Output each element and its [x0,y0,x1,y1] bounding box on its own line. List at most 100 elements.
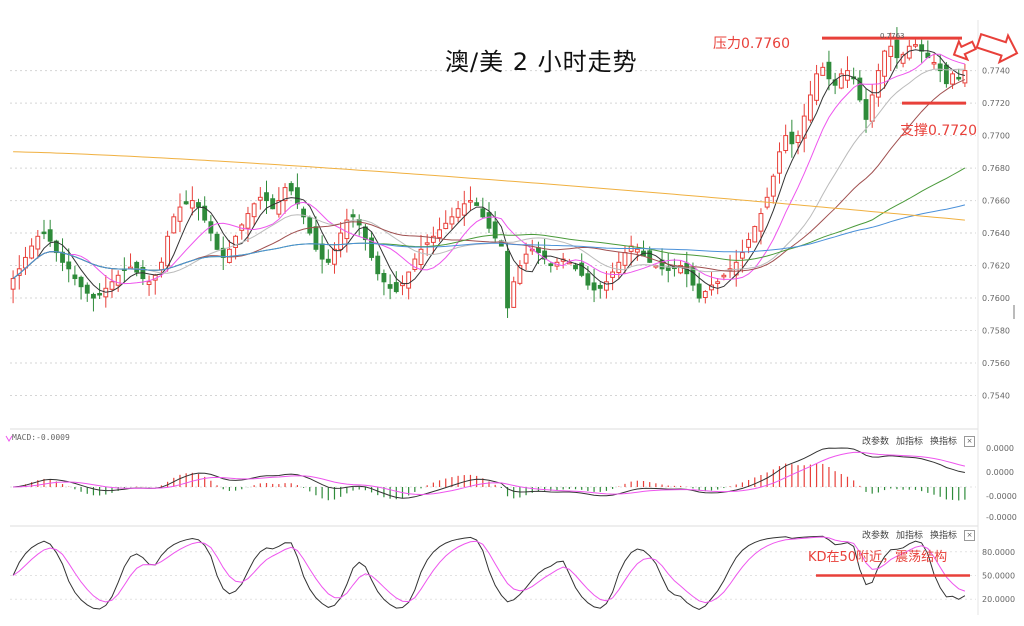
down-candle [387,284,393,289]
up-candle [622,252,628,266]
down-candle [474,202,480,206]
down-candle [264,192,269,202]
down-candle [313,226,319,250]
down-candle [91,293,96,299]
up-candle [770,175,776,197]
down-candle [573,264,578,270]
up-candle [437,229,442,239]
down-candle [362,226,368,241]
down-candle [597,284,603,289]
down-candle [350,214,356,218]
change-params-button[interactable]: 改参数 [862,531,890,541]
switch-indicator-button[interactable]: 换指标 [930,437,958,447]
macd-label: MACD:-0.0009 [12,433,70,442]
down-candle [375,255,381,275]
down-candle [857,77,863,101]
close-icon[interactable]: × [964,530,976,541]
up-candle [517,265,523,284]
up-candle [795,135,801,144]
down-candle [863,99,869,120]
up-candle [177,206,183,222]
down-candle [196,202,201,208]
macd-panel-controls: 改参数 加指标 换指标 × [862,434,982,447]
up-candle [801,115,807,139]
price-tick-label: 0.7700 [982,132,1010,141]
down-candle [307,217,313,234]
down-candle [41,231,47,235]
up-candle [233,235,239,248]
down-candle [66,261,72,270]
up-candle [739,252,745,259]
up-candle [430,235,436,243]
up-candle [282,187,288,202]
add-indicator-button[interactable]: 加指标 [896,531,924,541]
up-candle [950,73,955,85]
macd-dif-line [13,447,965,499]
up-candle [449,216,455,225]
down-candle [393,282,399,293]
up-candle [523,253,529,264]
down-candle [826,61,832,80]
down-candle [956,76,962,80]
kd-tick-label: 80.0000 [982,548,1015,557]
up-candle [888,45,894,57]
up-candle [721,274,727,278]
kd-tick-label: 50.0000 [982,572,1015,581]
up-candle [634,248,640,253]
ma10-line [12,53,966,285]
down-candle [480,208,486,218]
up-candle [338,232,344,250]
up-candle [344,219,350,240]
up-candle [332,248,337,265]
up-candle [159,261,164,271]
down-candle [53,240,59,254]
down-candle [325,258,331,263]
down-candle [47,229,53,242]
down-candle [542,250,548,260]
down-candle [319,243,325,260]
down-candle [78,276,84,288]
down-candle [381,272,387,283]
up-candle [604,281,609,291]
down-candle [72,274,78,280]
change-params-button[interactable]: 改参数 [862,437,890,447]
down-candle [183,201,189,205]
down-candle [220,247,226,258]
up-candle [412,258,418,270]
up-candle [189,200,195,209]
up-candle [276,200,282,215]
down-candle [943,64,949,85]
up-candle [814,73,819,101]
close-icon[interactable]: × [964,436,976,447]
down-candle [294,187,300,205]
up-candle [443,222,449,230]
down-candle [579,262,585,276]
price-tick-label: 0.7680 [982,164,1010,173]
up-candle [616,261,622,274]
scrollbar-thumb[interactable] [1013,305,1015,319]
down-candle [894,39,900,59]
ma5-line [12,49,966,293]
price-tick-label: 0.7740 [982,67,1010,76]
add-indicator-button[interactable]: 加指标 [896,437,924,447]
up-candle [171,216,177,234]
up-candle [807,94,813,121]
kd-note-label: KD在50附近，震荡结构 [808,550,948,565]
up-candle [777,151,782,174]
up-candle [511,281,517,308]
macd-tick-label: -0.0000 [986,513,1017,522]
ma250-line [13,151,965,221]
up-candle [702,291,708,299]
up-candle [418,248,424,265]
macd-marker-icon [5,435,13,442]
up-candle [245,213,251,229]
down-candle [214,233,220,250]
up-candle [678,265,684,274]
price-tick-label: 0.7580 [982,327,1010,336]
down-candle [789,131,795,145]
up-candle [746,239,752,248]
down-candle [690,267,696,286]
down-candle [288,183,294,192]
switch-indicator-button[interactable]: 换指标 [930,531,958,541]
up-candle [962,70,968,84]
